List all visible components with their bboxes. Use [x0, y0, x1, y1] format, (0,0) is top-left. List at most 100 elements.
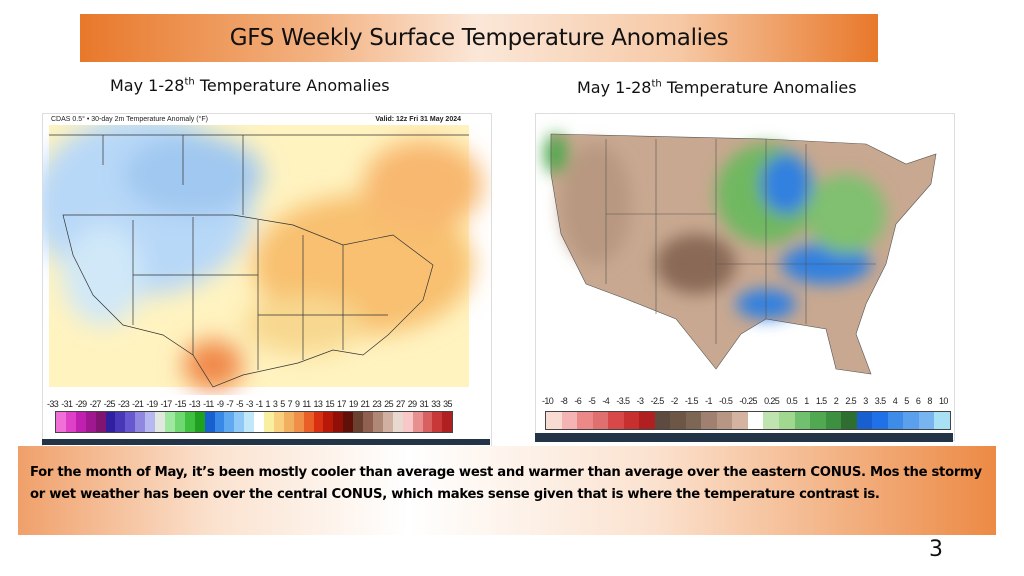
right-colorbar-swatch — [903, 412, 919, 429]
right-colorbar-swatch — [887, 412, 904, 429]
right-colorbar-label: -0.5 — [719, 396, 733, 406]
left-colorbar-label: 25 — [384, 399, 393, 409]
right-colorbar-swatch — [918, 412, 935, 429]
left-colorbar-swatch — [184, 412, 195, 432]
precip-map-image — [544, 133, 937, 375]
left-colorbar-swatch — [373, 412, 383, 432]
left-colorbar-label: -5 — [236, 399, 243, 409]
left-colorbar-label: 33 — [431, 399, 441, 409]
right-colorbar-label: 5 — [904, 396, 909, 406]
left-colorbar-swatch — [363, 412, 373, 432]
left-colorbar-swatch — [442, 412, 453, 432]
left-colorbar-swatch — [164, 412, 175, 432]
summary-text: For the month of May, it’s been mostly c… — [30, 465, 982, 502]
left-colorbar-swatch — [125, 412, 136, 432]
left-colorbar-label: 9 — [294, 399, 300, 409]
right-colorbar-label: 4 — [892, 396, 898, 406]
right-colorbar-swatch — [841, 412, 857, 429]
left-colorbar-label: 29 — [407, 399, 417, 409]
left-colorbar-label: 17 — [337, 399, 346, 409]
left-colorbar-label: -15 — [174, 399, 187, 409]
right-map-footer-bar — [535, 433, 953, 442]
left-colorbar-label: 7 — [287, 399, 293, 409]
left-colorbar-label: 13 — [313, 399, 323, 409]
right-colorbar-label: 3 — [863, 396, 868, 406]
left-colorbar-swatch — [264, 412, 274, 432]
left-colorbar-label: 27 — [395, 399, 405, 409]
left-colorbar-swatch — [174, 412, 185, 432]
left-colorbar-label: 1 — [265, 399, 270, 409]
right-colorbar-swatch — [623, 412, 640, 429]
left-colorbar — [55, 411, 453, 433]
right-colorbar-label: -4 — [602, 396, 610, 406]
right-colorbar-label: 10 — [939, 396, 948, 406]
left-colorbar-swatch — [105, 412, 116, 432]
right-colorbar-label: -8 — [560, 396, 568, 406]
right-colorbar-label: 1.5 — [815, 396, 827, 406]
left-colorbar-swatch — [382, 412, 393, 432]
left-colorbar-swatch — [412, 412, 423, 432]
left-colorbar-swatch — [353, 412, 364, 432]
left-colorbar-label: -25 — [103, 399, 116, 409]
right-colorbar-swatch — [577, 412, 593, 429]
left-subtitle: May 1-28th Temperature Anomalies — [110, 76, 390, 95]
left-colorbar-label: -1 — [255, 399, 263, 409]
right-colorbar-swatch — [639, 412, 655, 429]
right-colorbar-swatch — [732, 412, 748, 429]
right-colorbar-swatch — [670, 412, 686, 429]
title-banner: GFS Weekly Surface Temperature Anomalies — [80, 14, 878, 62]
left-colorbar-label: 35 — [443, 399, 452, 409]
right-colorbar-swatch — [701, 412, 717, 429]
right-colorbar-swatch — [716, 412, 733, 429]
right-colorbar-swatch — [825, 412, 842, 429]
right-colorbar-swatch — [856, 412, 873, 429]
left-colorbar-label: -11 — [203, 399, 214, 409]
right-colorbar-label: -6 — [574, 396, 582, 406]
right-colorbar-label: 3.5 — [874, 396, 886, 406]
left-colorbar-label: 5 — [280, 399, 285, 409]
left-colorbar-label: 23 — [372, 399, 382, 409]
right-colorbar-label: -10 — [542, 396, 554, 406]
left-colorbar-swatch — [194, 412, 205, 432]
right-colorbar-label: -5 — [588, 396, 596, 406]
left-subtitle-sup: th — [184, 76, 195, 88]
right-colorbar-swatch — [778, 412, 795, 429]
right-colorbar-swatch — [654, 412, 671, 429]
right-subtitle-main: May 1-28 — [577, 78, 652, 97]
left-map-footer-bar — [42, 439, 490, 445]
left-colorbar-swatch — [85, 412, 96, 432]
right-colorbar-label: 0.25 — [764, 396, 780, 406]
left-colorbar-swatch — [155, 412, 165, 432]
right-subtitle-sup: th — [651, 78, 662, 90]
right-colorbar — [545, 411, 951, 430]
right-colorbar-swatch — [747, 412, 764, 429]
left-colorbar-swatch — [56, 412, 66, 432]
left-colorbar-label: -29 — [75, 399, 87, 409]
left-colorbar-swatch — [293, 412, 304, 432]
temperature-map-image — [43, 125, 483, 390]
right-colorbar-label: -0.25 — [739, 396, 757, 406]
right-subtitle-rest: Temperature Anomalies — [661, 78, 857, 97]
right-colorbar-label: 0.5 — [786, 396, 798, 406]
left-colorbar-swatch — [65, 412, 76, 432]
right-colorbar-label: -3 — [636, 396, 644, 406]
left-colorbar-label: -13 — [188, 399, 201, 409]
right-colorbar-label: -1.5 — [684, 396, 699, 406]
left-colorbar-label: 21 — [360, 399, 370, 409]
precipitation-anomaly-map: -10 -8 -6 -5 -4 -3.5 -3 -2.5 -2 -1.5 -1 -0.5 -0.25 0.… — [535, 113, 955, 441]
right-colorbar-swatch — [685, 412, 702, 429]
left-colorbar-label: -19 — [146, 399, 158, 409]
left-colorbar-swatch — [402, 412, 413, 432]
right-colorbar-label: -1 — [705, 396, 712, 406]
left-colorbar-swatch — [432, 412, 443, 432]
left-colorbar-label: -21 — [132, 399, 144, 409]
left-colorbar-swatch — [75, 412, 86, 432]
right-colorbar-swatch — [872, 412, 888, 429]
left-colorbar-label: 19 — [348, 399, 358, 409]
left-colorbar-label: -33 — [47, 399, 59, 409]
right-colorbar-label: 8 — [927, 396, 932, 406]
right-colorbar-swatch — [546, 412, 562, 429]
left-colorbar-label: 31 — [419, 399, 429, 409]
left-colorbar-label: -7 — [226, 399, 234, 409]
right-colorbar-swatch — [810, 412, 826, 429]
